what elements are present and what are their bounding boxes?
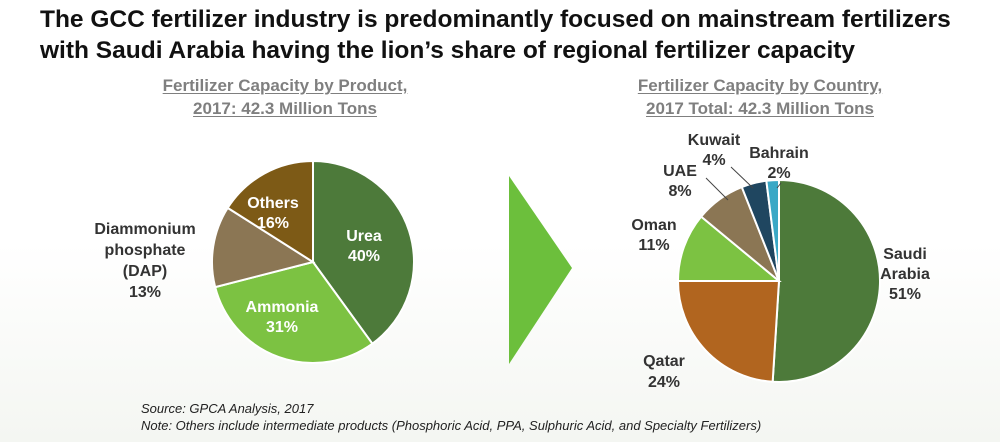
leader-line-bahrain: [776, 182, 782, 189]
slice-label-saudi-line-1: Saudi: [883, 246, 927, 263]
slice-label-dap-value: 13%: [129, 284, 161, 301]
title-line-1: The GCC fertilizer industry is predomina…: [40, 6, 951, 33]
product-slice-ammonia: [213, 260, 374, 364]
country-slice-qatar: [676, 280, 781, 383]
slice-label-dap-line-2: phosphate: [105, 242, 186, 259]
leader-line-uae: [705, 177, 729, 201]
product-slice-others: [226, 159, 314, 264]
slice-label-urea-name: Urea: [346, 228, 382, 245]
country-slice-saudi: [771, 178, 882, 383]
slice-label-ammonia-value: 31%: [266, 319, 298, 336]
product-chart-title: Fertilizer Capacity by Product, 2017: 42…: [130, 74, 440, 120]
page-title: The GCC fertilizer industry is predomina…: [40, 4, 990, 66]
slice-label-bahrain-value: 2%: [767, 165, 790, 182]
title-line-2: with Saudi Arabia having the lion’s shar…: [40, 37, 856, 64]
product-pie-labels: Urea 40% Ammonia 31% Diammonium phosphat…: [94, 195, 382, 336]
slice-label-oman-value: 11%: [638, 237, 669, 254]
slice-label-uae-value: 8%: [668, 183, 691, 200]
transition-arrow-shape: [509, 176, 572, 364]
country-chart-title-line-1: Fertilizer Capacity by Country,: [637, 76, 883, 95]
slice-label-saudi-line-2: Arabia: [880, 266, 930, 283]
slice-label-ammonia-name: Ammonia: [246, 299, 319, 316]
slice-label-kuwait-value: 4%: [702, 152, 725, 169]
slice-label-dap-line-1: Diammonium: [94, 221, 195, 238]
product-slice-dap: [210, 206, 316, 289]
product-slice-urea: [312, 159, 415, 346]
slice-label-others-name: Others: [247, 195, 299, 212]
leader-line-kuwait: [730, 166, 754, 189]
slice-label-bahrain-name: Bahrain: [749, 145, 809, 162]
country-chart-title: Fertilizer Capacity by Country, 2017 Tot…: [600, 74, 920, 120]
product-chart-title-line-1: Fertilizer Capacity by Product,: [162, 76, 408, 95]
slice-label-uae-name: UAE: [663, 163, 697, 180]
slice-label-dap-line-3: (DAP): [123, 263, 167, 280]
country-slice-oman: [676, 215, 782, 282]
source-note: Source: GPCA Analysis, 2017: [141, 401, 314, 416]
product-pie-chart: [210, 159, 415, 364]
footnote: Note: Others include intermediate produc…: [141, 418, 762, 433]
country-slice-bahrain: [765, 178, 780, 282]
slice-label-oman-name: Oman: [631, 217, 676, 234]
slice-label-qatar-name: Qatar: [643, 353, 685, 370]
slice-label-others-value: 16%: [257, 215, 289, 232]
slice-label-urea-value: 40%: [348, 248, 380, 265]
slice-label-kuwait-name: Kuwait: [688, 132, 741, 149]
country-chart-title-line-2: 2017 Total: 42.3 Million Tons: [646, 99, 874, 118]
country-pie-labels: Saudi Arabia 51% Qatar 24% Oman 11% UAE …: [631, 132, 930, 391]
slice-label-saudi-value: 51%: [889, 286, 921, 303]
country-pie-chart: [676, 178, 882, 383]
product-chart-title-line-2: 2017: 42.3 Million Tons: [193, 99, 377, 118]
slice-label-qatar-value: 24%: [648, 374, 680, 391]
